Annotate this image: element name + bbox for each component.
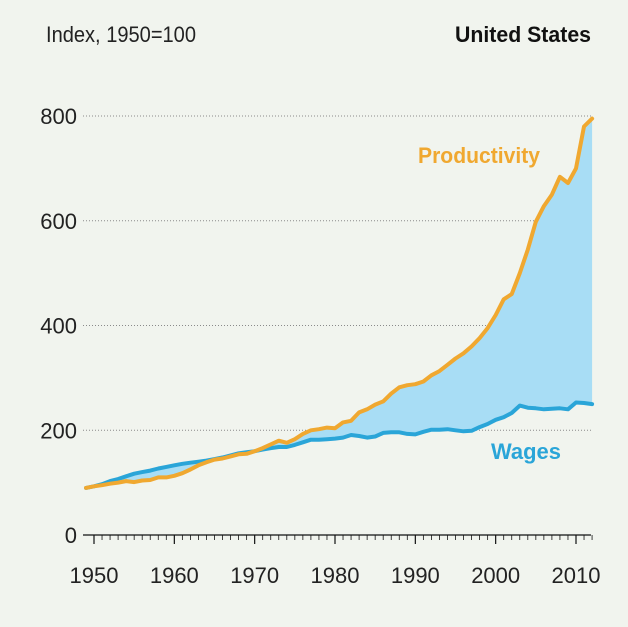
x-tick-label: 1950 <box>70 563 119 588</box>
x-tick-label: 1980 <box>311 563 360 588</box>
x-tick-label: 2010 <box>552 563 601 588</box>
x-tick-label: 2000 <box>471 563 520 588</box>
x-tick-label: 1960 <box>150 563 199 588</box>
wages-series-label: Wages <box>491 439 561 464</box>
y-tick-labels: 0 200 400 600 800 <box>40 104 77 548</box>
productivity-series-label: Productivity <box>418 143 541 168</box>
x-tick-label: 1970 <box>230 563 279 588</box>
productivity-line <box>84 116 595 490</box>
y-tick-label: 200 <box>40 418 77 443</box>
wages-line <box>84 400 595 490</box>
x-tick-label: 1990 <box>391 563 440 588</box>
y-axis-label: Index, 1950=100 <box>46 22 196 47</box>
x-tick-labels: 1950 1960 1970 1980 1990 2000 2010 <box>70 563 601 588</box>
y-tick-label: 600 <box>40 209 77 234</box>
y-tick-label: 800 <box>40 104 77 129</box>
y-tick-label: 0 <box>65 523 77 548</box>
chart-title: United States <box>455 22 591 47</box>
gap-area <box>86 118 593 488</box>
x-axis-ticks <box>93 535 593 544</box>
y-tick-label: 400 <box>40 314 77 339</box>
